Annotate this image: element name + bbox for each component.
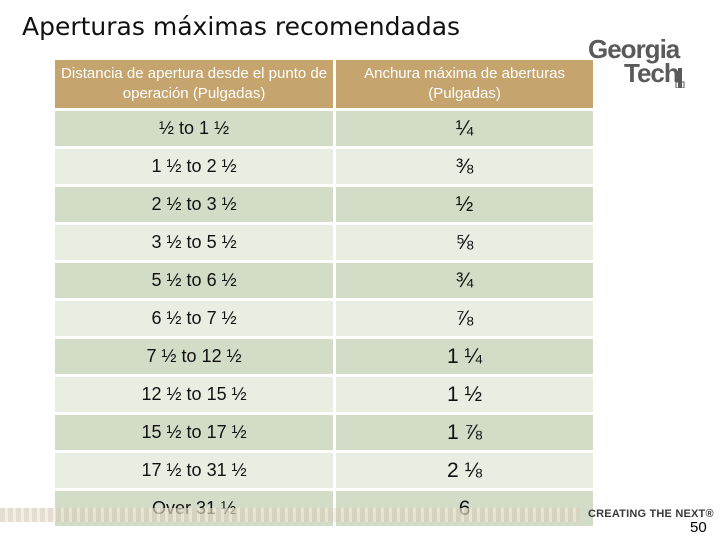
width-cell: 1 ½ xyxy=(336,374,593,412)
width-cell: 1 ¼ xyxy=(336,336,593,374)
distance-cell: 5 ½ to 6 ½ xyxy=(55,260,337,298)
slide-title: Aperturas máximas recomendadas xyxy=(22,12,461,41)
table-row: 7 ½ to 12 ½ 1 ¼ xyxy=(55,336,593,374)
logo-line-2: Tech xyxy=(624,58,680,88)
header-distance: Distancia de apertura desde el punto de … xyxy=(55,60,337,108)
distance-cell: 7 ½ to 12 ½ xyxy=(55,336,337,374)
table-row: 3 ½ to 5 ½ ⅝ xyxy=(55,222,593,260)
apertures-table: Distancia de apertura desde el punto de … xyxy=(55,60,593,526)
tech-tower-icon xyxy=(675,68,685,88)
distance-cell: 15 ½ to 17 ½ xyxy=(55,412,337,450)
distance-cell: 12 ½ to 15 ½ xyxy=(55,374,337,412)
distance-cell: ½ to 1 ½ xyxy=(55,108,337,146)
width-cell: 2 ⅛ xyxy=(336,450,593,488)
distance-cell: 2 ½ to 3 ½ xyxy=(55,184,337,222)
table-row: 12 ½ to 15 ½ 1 ½ xyxy=(55,374,593,412)
header-max-width: Anchura máxima de aberturas (Pulgadas) xyxy=(336,60,593,108)
width-cell: ⅝ xyxy=(336,222,593,260)
table-row: ½ to 1 ½ ¼ xyxy=(55,108,593,146)
table-row: 15 ½ to 17 ½ 1 ⅞ xyxy=(55,412,593,450)
distance-cell: 3 ½ to 5 ½ xyxy=(55,222,337,260)
width-cell: ⅜ xyxy=(336,146,593,184)
distance-cell: 17 ½ to 31 ½ xyxy=(55,450,337,488)
table-row: 1 ½ to 2 ½ ⅜ xyxy=(55,146,593,184)
table-row: 2 ½ to 3 ½ ½ xyxy=(55,184,593,222)
georgia-tech-logo: Georgia Tech xyxy=(588,34,688,90)
width-cell: 1 ⅞ xyxy=(336,412,593,450)
width-cell: ½ xyxy=(336,184,593,222)
width-cell: ⅞ xyxy=(336,298,593,336)
footer-tagline: CREATING THE NEXT® xyxy=(588,508,714,520)
footer-divider xyxy=(0,508,580,522)
table-row: 5 ½ to 6 ½ ¾ xyxy=(55,260,593,298)
distance-cell: 1 ½ to 2 ½ xyxy=(55,146,337,184)
distance-cell: 6 ½ to 7 ½ xyxy=(55,298,337,336)
table-row: 6 ½ to 7 ½ ⅞ xyxy=(55,298,593,336)
logo-line-1: Georgia xyxy=(588,34,680,64)
page-number: 50 xyxy=(690,519,707,536)
table-row: 17 ½ to 31 ½ 2 ⅛ xyxy=(55,450,593,488)
width-cell: ¾ xyxy=(336,260,593,298)
width-cell: ¼ xyxy=(336,108,593,146)
